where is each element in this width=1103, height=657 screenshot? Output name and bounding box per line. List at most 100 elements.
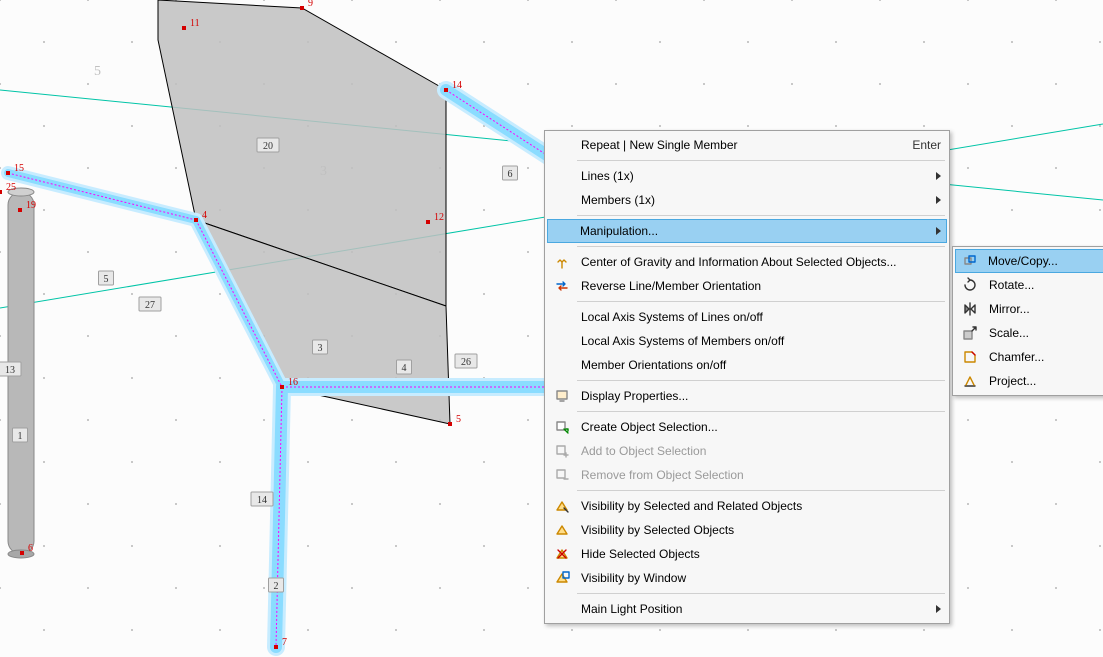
menu-item-create-object-selection[interactable]: Create Object Selection...: [547, 415, 947, 439]
menu-item-label: Scale...: [989, 326, 1103, 340]
vis-win-icon: [551, 567, 573, 589]
svg-text:7: 7: [282, 637, 287, 648]
vis1-icon: [551, 495, 573, 517]
menu-item-label: Create Object Selection...: [581, 420, 941, 434]
menu-item-shortcut: Enter: [912, 138, 941, 152]
mirror-icon: [959, 298, 981, 320]
svg-text:15: 15: [14, 163, 24, 174]
rotate-icon: [959, 274, 981, 296]
menu-item-label: Chamfer...: [989, 350, 1103, 364]
svg-text:5: 5: [456, 414, 461, 425]
menu-separator: [577, 301, 945, 302]
menu-item-mirror[interactable]: Mirror...: [955, 297, 1103, 321]
cog-icon: [551, 251, 573, 273]
menu-item-visibility-by-selected-and-related-objects[interactable]: Visibility by Selected and Related Objec…: [547, 494, 947, 518]
blank-icon: [551, 134, 573, 156]
scale-icon: [959, 322, 981, 344]
svg-text:16: 16: [288, 377, 298, 388]
menu-item-visibility-by-selected-objects[interactable]: Visibility by Selected Objects: [547, 518, 947, 542]
menu-item-label: Local Axis Systems of Lines on/off: [581, 310, 941, 324]
menu-item-chamfer[interactable]: Chamfer...: [955, 345, 1103, 369]
submenu-arrow-icon: [936, 605, 941, 613]
svg-text:3: 3: [320, 164, 327, 179]
svg-text:20: 20: [263, 141, 273, 152]
menu-item-label: Add to Object Selection: [581, 444, 941, 458]
chamfer-icon: [959, 346, 981, 368]
project-icon: [959, 370, 981, 392]
menu-item-label: Hide Selected Objects: [581, 547, 941, 561]
menu-item-label: Project...: [989, 374, 1103, 388]
menu-item-label: Visibility by Selected and Related Objec…: [581, 499, 941, 513]
menu-item-scale[interactable]: Scale...: [955, 321, 1103, 345]
menu-item-label: Center of Gravity and Information About …: [581, 255, 941, 269]
menu-item-local-axis-systems-of-members-on-off[interactable]: Local Axis Systems of Members on/off: [547, 329, 947, 353]
menu-separator: [577, 593, 945, 594]
menu-item-label: Local Axis Systems of Members on/off: [581, 334, 941, 348]
menu-item-add-to-object-selection: Add to Object Selection: [547, 439, 947, 463]
menu-item-visibility-by-window[interactable]: Visibility by Window: [547, 566, 947, 590]
svg-text:9: 9: [308, 0, 313, 9]
context-menu-main: Repeat | New Single Member Enter Lines (1x…: [544, 130, 950, 624]
svg-text:13: 13: [5, 365, 15, 376]
menu-separator: [577, 215, 945, 216]
svg-text:4: 4: [202, 210, 207, 221]
svg-text:14: 14: [452, 80, 462, 91]
menu-item-repeat-new-single-member[interactable]: Repeat | New Single Member Enter: [547, 133, 947, 157]
menu-item-center-of-gravity-and-information-about-selected-objects[interactable]: Center of Gravity and Information About …: [547, 250, 947, 274]
menu-item-manipulation[interactable]: Manipulation...: [547, 219, 947, 243]
submenu-arrow-icon: [936, 227, 941, 235]
submenu-arrow-icon: [936, 172, 941, 180]
menu-separator: [577, 411, 945, 412]
submenu-arrow-icon: [936, 196, 941, 204]
menu-item-hide-selected-objects[interactable]: Hide Selected Objects: [547, 542, 947, 566]
menu-item-label: Remove from Object Selection: [581, 468, 941, 482]
menu-item-lines-1x[interactable]: Lines (1x): [547, 164, 947, 188]
svg-text:27: 27: [145, 300, 155, 311]
menu-item-label: Repeat | New Single Member: [581, 138, 888, 152]
menu-item-label: Visibility by Window: [581, 571, 941, 585]
vis-hide-icon: [551, 543, 573, 565]
menu-separator: [577, 160, 945, 161]
menu-item-members-1x[interactable]: Members (1x): [547, 188, 947, 212]
blank-icon: [551, 354, 573, 376]
reverse-icon: [551, 275, 573, 297]
sel-create-icon: [551, 416, 573, 438]
menu-item-rotate[interactable]: Rotate...: [955, 273, 1103, 297]
menu-item-label: Mirror...: [989, 302, 1103, 316]
blank-icon: [551, 330, 573, 352]
svg-text:2: 2: [274, 581, 279, 592]
menu-item-move-copy[interactable]: Move/Copy...: [955, 249, 1103, 273]
svg-text:1: 1: [18, 431, 23, 442]
menu-item-label: Reverse Line/Member Orientation: [581, 279, 941, 293]
menu-item-label: Lines (1x): [581, 169, 916, 183]
menu-item-label: Member Orientations on/off: [581, 358, 941, 372]
svg-text:4: 4: [402, 363, 407, 374]
svg-text:26: 26: [461, 357, 471, 368]
menu-item-label: Main Light Position: [581, 602, 916, 616]
svg-text:6: 6: [28, 543, 33, 554]
blank-icon: [551, 220, 573, 242]
svg-text:3: 3: [318, 343, 323, 354]
blank-icon: [551, 165, 573, 187]
svg-text:12: 12: [434, 212, 444, 223]
menu-item-remove-from-object-selection: Remove from Object Selection: [547, 463, 947, 487]
vis2-icon: [551, 519, 573, 541]
menu-item-project[interactable]: Project...: [955, 369, 1103, 393]
menu-item-label: Manipulation...: [580, 224, 916, 238]
blank-icon: [551, 306, 573, 328]
svg-text:5: 5: [94, 64, 101, 79]
blank-icon: [551, 598, 573, 620]
menu-item-label: Move/Copy...: [988, 254, 1103, 268]
menu-item-reverse-line-member-orientation[interactable]: Reverse Line/Member Orientation: [547, 274, 947, 298]
menu-item-main-light-position[interactable]: Main Light Position: [547, 597, 947, 621]
svg-text:14: 14: [257, 495, 267, 506]
menu-item-local-axis-systems-of-lines-on-off[interactable]: Local Axis Systems of Lines on/off: [547, 305, 947, 329]
menu-item-member-orientations-on-off[interactable]: Member Orientations on/off: [547, 353, 947, 377]
blank-icon: [551, 189, 573, 211]
svg-text:6: 6: [508, 169, 513, 180]
menu-item-display-properties[interactable]: Display Properties...: [547, 384, 947, 408]
context-menu-manipulation: Move/Copy... Rotate... Mirror... Scale... Ch…: [952, 246, 1103, 396]
sel-add-icon: [551, 440, 573, 462]
menu-item-label: Display Properties...: [581, 389, 941, 403]
menu-separator: [577, 246, 945, 247]
